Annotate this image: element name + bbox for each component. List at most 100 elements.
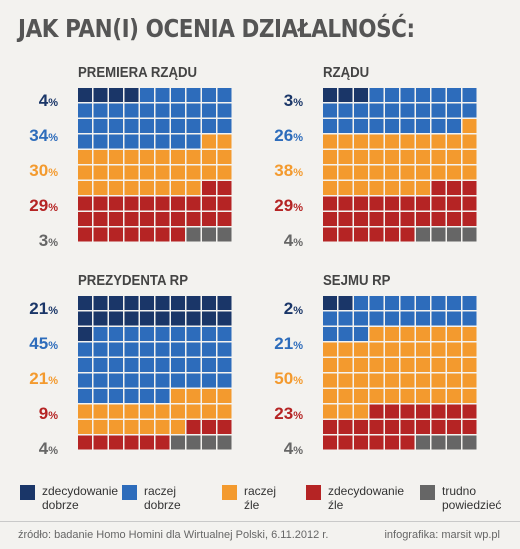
waffle-cell — [431, 196, 446, 211]
panel-prezydenta-rp: PREZYDENTA RP 21% 45% 21% 9% 4% — [18, 272, 258, 472]
panel-title: PREMIERA RZĄDU — [78, 64, 198, 81]
waffle-cell — [431, 119, 446, 133]
waffle-cell — [93, 212, 108, 226]
waffle-cell — [155, 420, 170, 434]
waffle-cell — [416, 404, 430, 419]
waffle-cell — [78, 358, 92, 372]
waffle-cell — [124, 227, 139, 242]
waffle-cell — [171, 88, 185, 102]
waffle-cell — [354, 103, 368, 118]
waffle-cell — [369, 420, 384, 434]
waffle-cell — [369, 327, 384, 341]
waffle-cell — [354, 404, 368, 419]
waffle-cell — [323, 420, 337, 434]
waffle-cell — [171, 181, 185, 195]
waffle-cell — [155, 358, 170, 372]
pct-raczej-zle: 50% — [274, 369, 303, 388]
footer-credit: infografika: marsit wp.pl — [384, 529, 500, 541]
waffle-cell — [140, 358, 154, 372]
waffle-cell — [338, 435, 353, 450]
waffle-cell — [171, 311, 185, 326]
waffle-cell — [186, 134, 201, 149]
waffle-cell — [323, 88, 337, 102]
pct-raczej-dobrze: 34% — [29, 126, 58, 145]
waffle-cell — [93, 358, 108, 372]
waffle-cell — [171, 389, 185, 403]
waffle-cell — [93, 404, 108, 419]
waffle-cell — [369, 342, 384, 357]
waffle-cell — [140, 435, 154, 450]
waffle-cell — [186, 150, 201, 164]
waffle-cell — [431, 212, 446, 226]
waffle-cell — [171, 150, 185, 164]
waffle-cell — [78, 389, 92, 403]
waffle-cell — [140, 404, 154, 419]
waffle-cell — [202, 389, 216, 403]
waffle-cell — [109, 342, 123, 357]
waffle-cell — [124, 88, 139, 102]
waffle-cell — [93, 150, 108, 164]
waffle-cell — [78, 134, 92, 149]
waffle-cell — [109, 358, 123, 372]
waffle-cell — [124, 420, 139, 434]
waffle-cell — [338, 88, 353, 102]
waffle-cell — [93, 181, 108, 195]
waffle-cell — [416, 373, 430, 388]
waffle-cell — [323, 134, 337, 149]
waffle-cell — [400, 435, 415, 450]
waffle-cell — [202, 296, 216, 310]
waffle-cell — [354, 165, 368, 180]
waffle-cell — [124, 296, 139, 310]
waffle-cell — [140, 389, 154, 403]
waffle-cell — [431, 327, 446, 341]
waffle-cell — [416, 119, 430, 133]
waffle-cell — [202, 165, 216, 180]
waffle-cell — [217, 435, 232, 450]
waffle-cell — [78, 196, 92, 211]
waffle-cell — [338, 181, 353, 195]
waffle-cell — [217, 196, 232, 211]
waffle-cell — [354, 389, 368, 403]
waffle-cell — [369, 119, 384, 133]
waffle-cell — [369, 404, 384, 419]
waffle-cell — [155, 327, 170, 341]
waffle-cell — [171, 196, 185, 211]
waffle-cell — [109, 404, 123, 419]
waffle-cell — [155, 404, 170, 419]
waffle-cell — [431, 103, 446, 118]
waffle-cell — [171, 342, 185, 357]
waffle-cell — [323, 150, 337, 164]
waffle-cell — [400, 103, 415, 118]
waffle-cell — [155, 296, 170, 310]
pct-zdecydowanie-zle: 23% — [274, 404, 303, 423]
waffle-cell — [140, 296, 154, 310]
waffle-cell — [171, 165, 185, 180]
panel-title: RZĄDU — [323, 64, 370, 81]
waffle-cell — [186, 119, 201, 133]
waffle-cell — [202, 227, 216, 242]
waffle-cell — [400, 373, 415, 388]
panel-sejmu-rp: SEJMU RP 2% 21% 50% 23% 4% — [263, 272, 503, 472]
waffle-cell — [186, 88, 201, 102]
waffle-cell — [140, 196, 154, 211]
panel-rzadu: RZĄDU 3% 26% 38% 29% 4% — [263, 64, 503, 264]
waffle-grid — [323, 88, 477, 242]
waffle-cell — [462, 358, 477, 372]
waffle-cell — [416, 227, 430, 242]
legend-swatch — [306, 485, 321, 500]
waffle-cell — [202, 311, 216, 326]
waffle-cell — [202, 150, 216, 164]
waffle-cell — [78, 165, 92, 180]
waffle-cell — [109, 296, 123, 310]
waffle-cell — [447, 389, 461, 403]
waffle-cell — [186, 196, 201, 211]
waffle-cell — [155, 88, 170, 102]
waffle-cell — [202, 404, 216, 419]
waffle-cell — [369, 435, 384, 450]
waffle-cell — [202, 358, 216, 372]
waffle-cell — [93, 165, 108, 180]
waffle-cell — [400, 88, 415, 102]
waffle-cell — [93, 420, 108, 434]
waffle-cell — [124, 134, 139, 149]
waffle-cell — [217, 103, 232, 118]
